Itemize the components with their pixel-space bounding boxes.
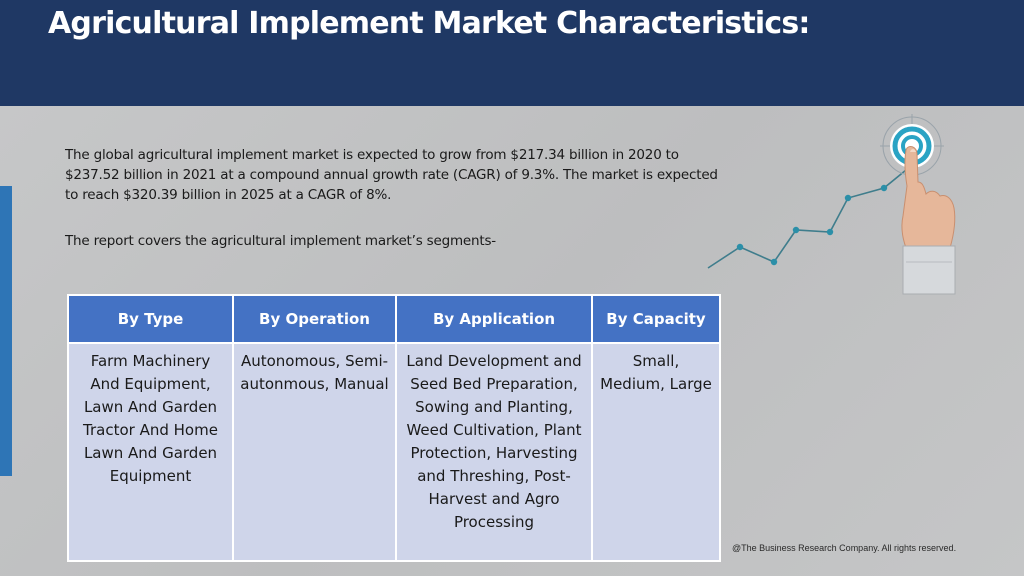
growth-point <box>880 184 888 192</box>
column-header: By Application <box>395 294 593 344</box>
column-header: By Capacity <box>591 294 721 344</box>
growth-point <box>770 258 778 266</box>
growth-line <box>707 169 907 269</box>
growth-point <box>844 194 852 202</box>
slide-title: Agricultural Implement Market Characteri… <box>48 6 810 41</box>
table-cell: Farm Machinery And Equipment, Lawn And G… <box>67 342 234 562</box>
growth-point <box>826 228 834 236</box>
title-bar: Agricultural Implement Market Characteri… <box>0 0 1024 106</box>
column-header: By Type <box>67 294 234 344</box>
hand-touching-target-growth-chart-icon <box>707 114 956 295</box>
target-icon <box>880 114 944 178</box>
table-cell: Small, Medium, Large <box>591 342 721 562</box>
growth-point <box>736 243 744 251</box>
table-header-row: By Type By Operation By Application By C… <box>67 294 721 344</box>
segments-intro-paragraph: The report covers the agricultural imple… <box>65 233 496 249</box>
pointing-hand <box>901 146 956 295</box>
column-header: By Operation <box>232 294 397 344</box>
market-summary-paragraph: The global agricultural implement market… <box>65 147 718 203</box>
left-accent-bar <box>0 186 12 476</box>
table-cell: Autonomous, Semi-autonmous, Manual <box>232 342 397 562</box>
table-cell: Land Development and Seed Bed Preparatio… <box>395 342 593 562</box>
segments-table: By Type By Operation By Application By C… <box>67 294 721 562</box>
growth-point <box>792 226 800 234</box>
table-row: Farm Machinery And Equipment, Lawn And G… <box>67 342 721 562</box>
copyright-footer: @The Business Research Company. All righ… <box>732 543 957 553</box>
